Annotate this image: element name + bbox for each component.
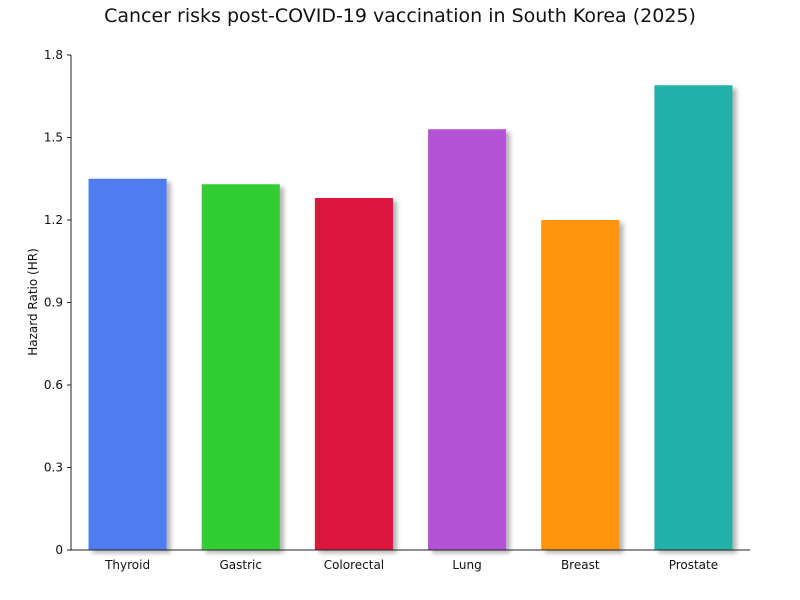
y-tick-label: 1.8 <box>44 48 63 62</box>
bar-breast <box>541 220 620 550</box>
y-tick-label: 0.9 <box>44 296 63 310</box>
axes-layer: 0 0.3 0.6 0.9 1.2 1.5 1.8 Thyroid Gastric Colorec… <box>44 48 750 572</box>
bars-layer <box>88 85 733 550</box>
chart-title: Cancer risks post-COVID-19 vaccination i… <box>104 5 696 27</box>
x-tick-label-colorectal: Colorectal <box>324 558 384 572</box>
bar-prostate <box>654 85 733 550</box>
x-tick-label-breast: Breast <box>561 558 600 572</box>
bar-thyroid <box>88 178 167 550</box>
bar-gastric <box>201 184 280 550</box>
y-tick-label: 1.2 <box>44 213 63 227</box>
x-tick-label-prostate: Prostate <box>669 558 718 572</box>
x-tick-label-gastric: Gastric <box>220 558 262 572</box>
x-tick-label-thyroid: Thyroid <box>104 558 150 572</box>
bar-colorectal <box>314 198 393 550</box>
y-tick-label: 0 <box>55 543 63 557</box>
y-axis-title: Hazard Ratio (HR) <box>26 248 40 356</box>
y-tick-label: 0.6 <box>44 378 63 392</box>
x-tick-label-lung: Lung <box>452 558 481 572</box>
bar-lung <box>428 129 507 550</box>
y-tick-label: 1.5 <box>44 131 63 145</box>
y-tick-label: 0.3 <box>44 461 63 475</box>
